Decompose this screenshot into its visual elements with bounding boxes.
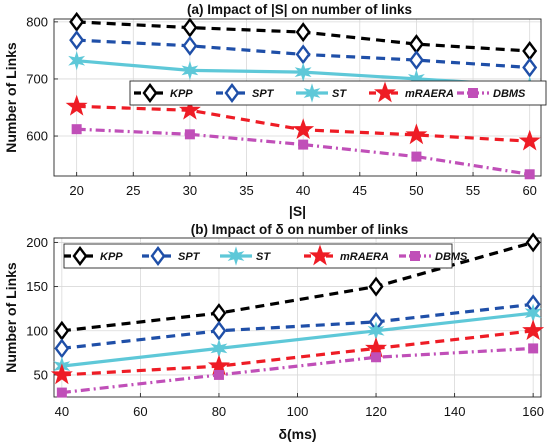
- data-point-dbms: [71, 124, 82, 135]
- legend-label-st: ST: [256, 251, 271, 263]
- y-tick-label: 800: [26, 14, 48, 29]
- series-line-spt: [61, 302, 534, 350]
- legend-label-mraera: mRAERA: [405, 88, 454, 100]
- series-line-st: [61, 311, 534, 368]
- x-axis-label: |S|: [289, 203, 306, 219]
- series-kpp: [69, 11, 538, 61]
- data-point-kpp: [525, 232, 541, 253]
- data-point-dbms: [411, 151, 422, 162]
- data-point-dbms: [298, 139, 309, 150]
- data-point-kpp: [211, 303, 227, 324]
- legend-label-kpp: KPP: [170, 88, 193, 100]
- x-tick-label: 120: [365, 404, 387, 419]
- legend-marker-st: [303, 83, 321, 103]
- data-point-mraera: [65, 94, 88, 116]
- data-point-dbms: [524, 169, 535, 180]
- data-point-mraera: [178, 98, 201, 120]
- data-point-mraera: [405, 123, 428, 145]
- y-tick-label: 600: [26, 129, 48, 144]
- chart-a: 20 25 30 35 40 45 50 55 60 600 700 800 (a) Impact of…: [3, 2, 547, 219]
- y-axis-label: Number of Links: [3, 42, 19, 153]
- y-tick-label: 700: [26, 71, 48, 86]
- data-point-dbms: [213, 369, 224, 380]
- x-tick-label: 60: [522, 183, 536, 198]
- data-point-kpp: [295, 22, 311, 43]
- legend-label-spt: SPT: [178, 251, 201, 263]
- x-tick-label: 25: [126, 183, 140, 198]
- series-dbms: [71, 124, 535, 180]
- legend-marker-spt: [224, 83, 240, 103]
- legend-marker-st: [227, 246, 245, 266]
- data-point-spt: [295, 44, 311, 65]
- series-mraera: [65, 94, 541, 151]
- legend-marker-dbms: [468, 88, 478, 98]
- legend-label-kpp: KPP: [100, 251, 123, 263]
- y-tick-label: 50: [34, 367, 48, 382]
- data-point-st: [181, 60, 199, 81]
- x-tick-label: 100: [287, 404, 309, 419]
- x-tick-label: 50: [409, 183, 423, 198]
- data-point-kpp: [54, 320, 70, 341]
- data-point-st: [68, 50, 86, 71]
- data-point-spt: [522, 57, 538, 78]
- legend-marker-kpp: [72, 246, 88, 266]
- y-tick-label: 200: [26, 235, 48, 250]
- x-tick-label: 140: [444, 404, 466, 419]
- legend-marker-kpp: [142, 83, 158, 103]
- series-dbms: [56, 343, 539, 398]
- x-tick-label: 55: [466, 183, 480, 198]
- data-point-dbms: [184, 129, 195, 140]
- data-point-kpp: [368, 276, 384, 297]
- legend-label-dbms: DBMS: [493, 88, 526, 100]
- chart-b: 40 60 80 100 120 140 160 50 100 150 200 (b) Impact …: [3, 222, 545, 442]
- series-line-kpp: [61, 240, 534, 333]
- series-line-mraera: [61, 329, 534, 377]
- legend: KPP SPT ST mRAERA DBMS: [129, 80, 547, 106]
- legend-label-mraera: mRAERA: [340, 251, 389, 263]
- data-point-kpp: [408, 34, 424, 55]
- x-tick-label: 40: [296, 183, 310, 198]
- data-point-mraera: [518, 129, 541, 151]
- x-axis-label: δ(ms): [278, 426, 316, 442]
- x-tick-label: 30: [183, 183, 197, 198]
- series-line-dbms: [61, 346, 534, 395]
- data-point-kpp: [69, 11, 85, 32]
- legend-marker-mraera: [309, 244, 331, 266]
- data-point-kpp: [182, 17, 198, 38]
- x-tick-label: 60: [133, 404, 147, 419]
- x-tick-label: 160: [522, 404, 544, 419]
- data-point-spt: [408, 50, 424, 71]
- x-tick-label: 45: [353, 183, 367, 198]
- legend-marker-dbms: [410, 251, 420, 261]
- x-tick-label: 80: [212, 404, 226, 419]
- data-point-mraera: [522, 319, 545, 341]
- chart-title: (b) Impact of δ on number of links: [191, 222, 408, 237]
- legend: KPP SPT ST mRAERA DBMS: [63, 243, 468, 269]
- data-point-mraera: [292, 118, 315, 140]
- legend-label-dbms: DBMS: [435, 251, 468, 263]
- data-point-st: [294, 62, 312, 82]
- y-tick-label: 100: [26, 323, 48, 338]
- data-point-spt: [69, 30, 85, 51]
- x-tick-label: 20: [69, 183, 83, 198]
- data-point-spt: [54, 338, 70, 359]
- y-tick-label: 150: [26, 279, 48, 294]
- legend-marker-mraera: [374, 81, 396, 103]
- data-point-dbms: [371, 352, 382, 363]
- data-point-mraera: [50, 363, 73, 385]
- x-tick-label: 40: [55, 404, 69, 419]
- legend-label-st: ST: [332, 88, 347, 100]
- data-point-dbms: [56, 387, 67, 398]
- data-point-spt: [182, 35, 198, 56]
- data-point-dbms: [528, 343, 539, 354]
- series-spt: [69, 30, 538, 78]
- x-tick-label: 35: [239, 183, 253, 198]
- legend-label-spt: SPT: [252, 88, 275, 100]
- data-point-spt: [211, 320, 227, 341]
- y-axis-label: Number of Links: [3, 262, 19, 373]
- data-point-kpp: [522, 40, 538, 61]
- legend-marker-spt: [150, 246, 166, 266]
- chart-title: (a) Impact of |S| on number of links: [187, 2, 412, 17]
